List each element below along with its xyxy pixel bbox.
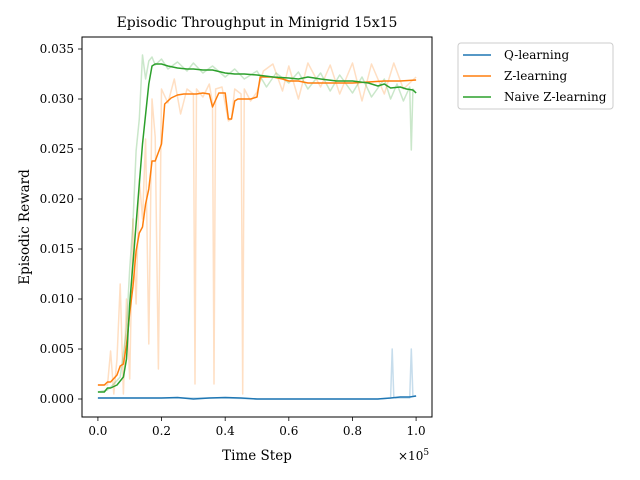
series-line-q-learning (97, 395, 417, 400)
x-axis-multiplier: ×105 (398, 448, 429, 463)
legend-label-q-learning: Q-learning (504, 48, 569, 62)
plot-frame (81, 36, 433, 418)
x-tick-label: 0.8 (343, 424, 362, 438)
y-tick-label: 0.015 (40, 242, 74, 256)
x-tick-label: 0.0 (88, 424, 107, 438)
x-axis: 0.0 0.2 0.4 0.6 0.8 1.0 (88, 417, 426, 438)
y-tick-label: 0.010 (40, 292, 74, 306)
legend-label-naive-z-learning: Naive Z-learning (504, 90, 607, 104)
x-axis-multiplier-base: ×10 (398, 449, 423, 463)
legend: Q-learning Z-learning Naive Z-learning (457, 42, 614, 110)
x-tick-label: 1.0 (407, 424, 426, 438)
y-tick-label: 0.030 (40, 92, 74, 106)
y-tick-label: 0.035 (40, 42, 74, 56)
y-tick-label: 0.025 (40, 142, 74, 156)
y-tick-label: 0.000 (40, 392, 74, 406)
plot-area (81, 36, 433, 418)
x-axis-multiplier-exponent: 5 (423, 448, 429, 458)
series-raw-line-naive-z-learning (97, 54, 417, 393)
x-tick-label: 0.2 (152, 424, 171, 438)
series-line-naive-z-learning (97, 63, 417, 393)
y-tick-label: 0.020 (40, 192, 74, 206)
chart-title: Episodic Throughput in Minigrid 15x15 (117, 15, 398, 31)
legend-frame (457, 42, 614, 110)
series-raw-line-q-learning (97, 348, 417, 400)
y-tick-label: 0.005 (40, 342, 74, 356)
y-axis: 0.000 0.005 0.010 0.015 0.020 0.025 0.030 0.035 (40, 42, 82, 406)
x-tick-label: 0.4 (216, 424, 235, 438)
legend-label-z-learning: Z-learning (504, 69, 568, 83)
series-line-z-learning (97, 76, 417, 386)
x-axis-label: Time Step (222, 448, 292, 464)
x-tick-label: 0.6 (279, 424, 298, 438)
y-axis-label: Episodic Reward (17, 169, 33, 285)
